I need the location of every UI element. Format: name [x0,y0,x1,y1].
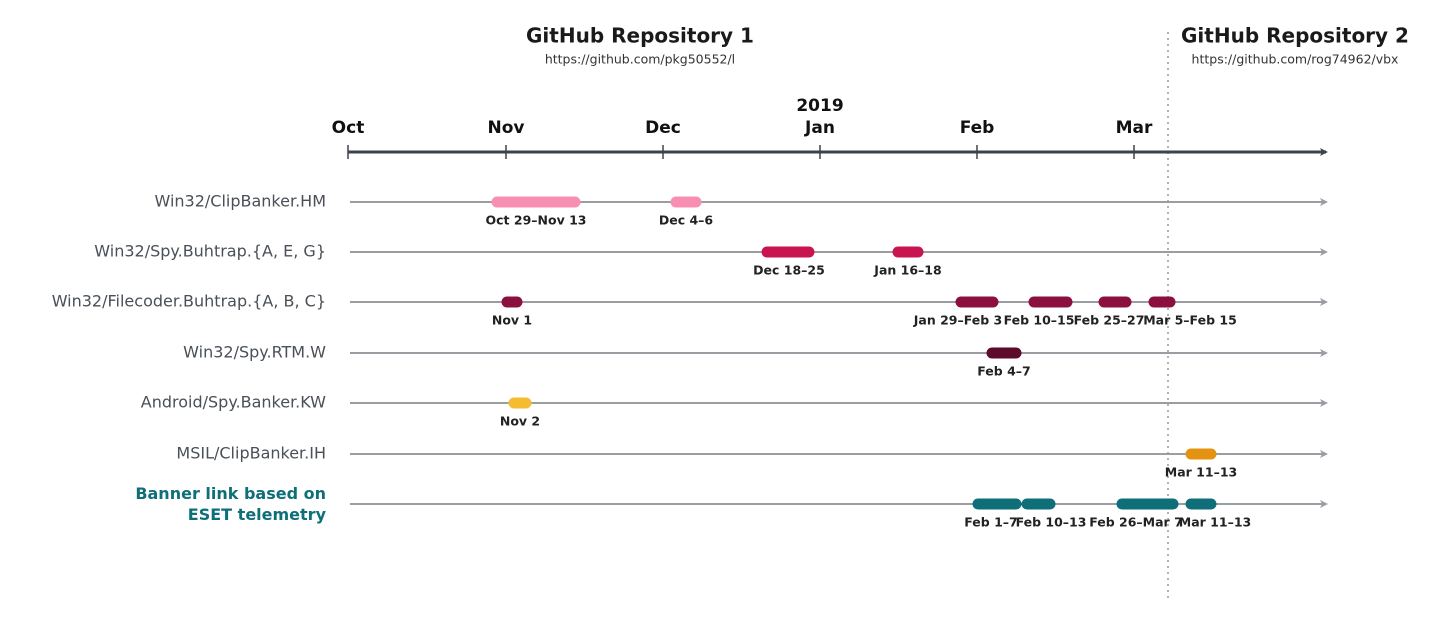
period-label: Mar 11–13 [1165,465,1237,480]
repository-title: GitHub Repository 1 [526,24,754,48]
row-label: Banner link based on ESET telemetry [135,484,326,524]
period-label: Jan 29–Feb 3 [913,313,1003,328]
row-label: Android/Spy.Banker.KW [141,393,326,412]
period-label: Feb 1–7 [964,515,1017,530]
row-label: Win32/Filecoder.Buhtrap.{A, B, C} [52,292,326,311]
period-label: Feb 10–13 [1016,515,1087,530]
row-label: Win32/Spy.RTM.W [183,343,326,362]
row-label: Win32/ClipBanker.HM [154,192,326,211]
repository-url: https://github.com/rog74962/vbx [1192,52,1399,67]
period-label: Mar 5–Feb 15 [1143,313,1237,328]
period-label: Feb 4–7 [977,364,1030,379]
month-label: Jan [804,118,835,138]
month-label: Oct [332,118,365,138]
month-label: Dec [645,118,681,138]
period-label: Nov 1 [492,313,532,328]
month-label: Nov [488,118,525,138]
year-label: 2019 [796,96,843,116]
row-label-line: Banner link based on [135,484,326,503]
period-label: Nov 2 [500,414,540,429]
period-label: Dec 4–6 [659,213,714,228]
row-label-line: ESET telemetry [188,505,327,524]
period-label: Dec 18–25 [753,263,825,278]
period-label: Feb 10–15 [1004,313,1075,328]
row-label: MSIL/ClipBanker.IH [176,444,326,463]
repository-url: https://github.com/pkg50552/l [545,52,735,67]
repository-title: GitHub Repository 2 [1181,24,1409,48]
period-label: Feb 25–27 [1074,313,1145,328]
period-label: Feb 26–Mar 7 [1089,515,1183,530]
row-label: Win32/Spy.Buhtrap.{A, E, G} [94,242,326,261]
period-label: Mar 11–13 [1179,515,1251,530]
period-label: Jan 16–18 [873,263,941,278]
period-label: Oct 29–Nov 13 [486,213,587,228]
month-label: Mar [1116,118,1153,138]
month-label: Feb [960,118,995,138]
